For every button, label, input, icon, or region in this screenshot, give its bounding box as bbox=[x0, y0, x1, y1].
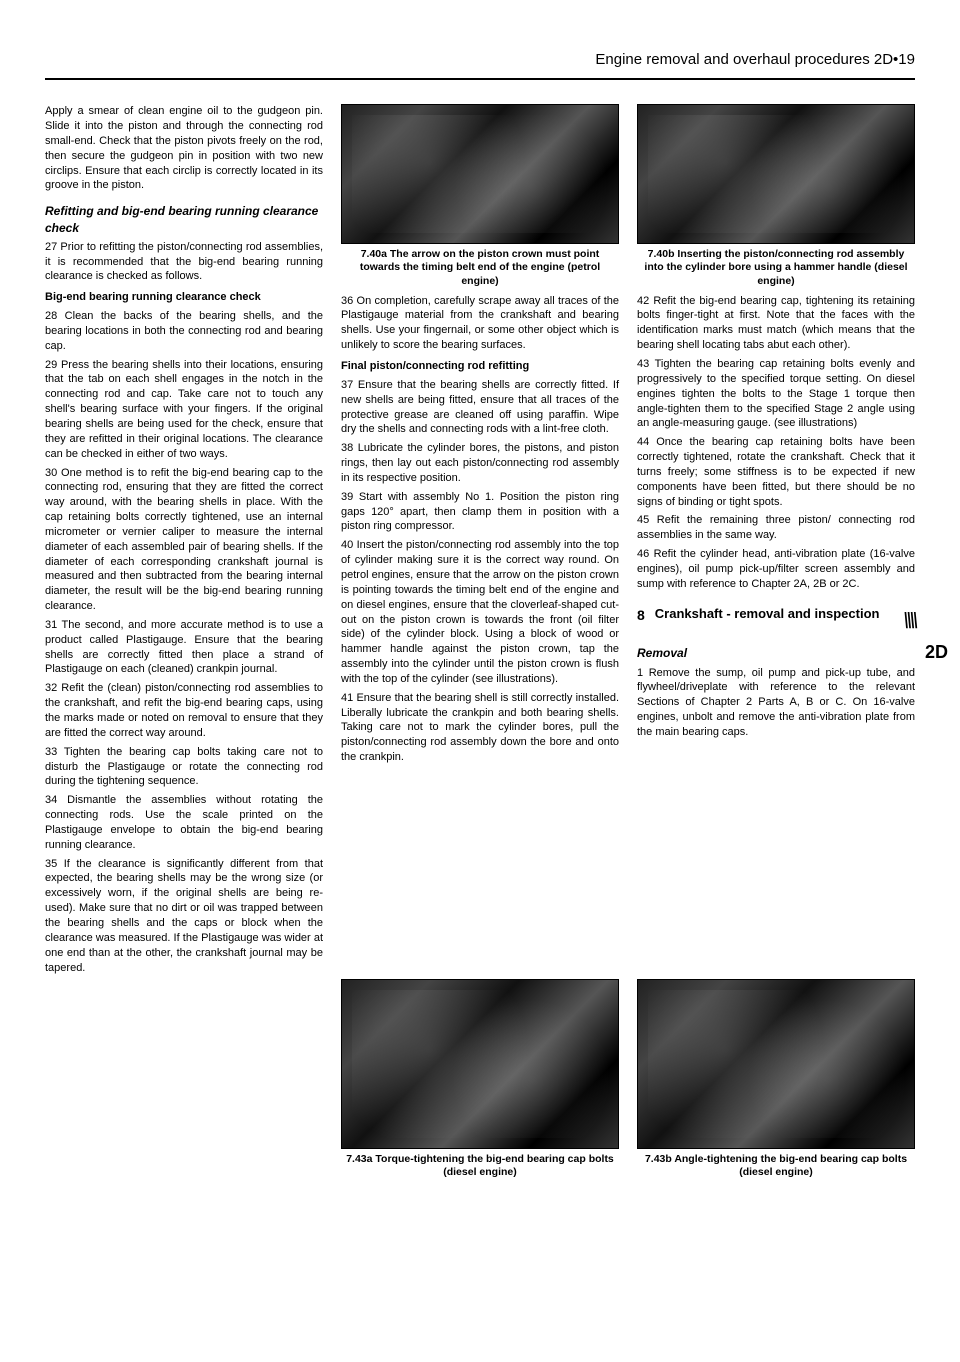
para: Apply a smear of clean engine oil to the… bbox=[45, 104, 323, 193]
main-columns: Apply a smear of clean engine oil to the… bbox=[45, 104, 915, 979]
figure-image bbox=[637, 979, 915, 1149]
figure-7-40b: 7.40b Inserting the piston/connecting ro… bbox=[637, 104, 915, 287]
figure-caption: 7.40a The arrow on the piston crown must… bbox=[341, 248, 619, 287]
section-number: 8 bbox=[637, 606, 645, 625]
para: 37 Ensure that the bearing shells are co… bbox=[341, 378, 619, 437]
para: 32 Refit the (clean) piston/connecting r… bbox=[45, 681, 323, 740]
para: 41 Ensure that the bearing shell is stil… bbox=[341, 691, 619, 765]
para: 43 Tighten the bearing cap retaining bol… bbox=[637, 357, 915, 431]
para: 38 Lubricate the cylinder bores, the pis… bbox=[341, 441, 619, 486]
bottom-fig-1: 7.43a Torque-tightening the big-end bear… bbox=[341, 979, 619, 1185]
figure-caption: 7.43b Angle-tightening the big-end beari… bbox=[637, 1153, 915, 1179]
para: 35 If the clearance is significantly dif… bbox=[45, 857, 323, 976]
side-tab: 2D bbox=[925, 640, 948, 664]
subhead-removal: Removal bbox=[637, 645, 915, 661]
figure-image bbox=[341, 979, 619, 1149]
figure-image bbox=[637, 104, 915, 244]
header-rule bbox=[45, 78, 915, 80]
para: 39 Start with assembly No 1. Position th… bbox=[341, 490, 619, 535]
column-2: 7.40a The arrow on the piston crown must… bbox=[341, 104, 619, 979]
para: 30 One method is to refit the big-end be… bbox=[45, 466, 323, 614]
para: 33 Tighten the bearing cap bolts taking … bbox=[45, 745, 323, 790]
figure-7-43a: 7.43a Torque-tightening the big-end bear… bbox=[341, 979, 619, 1179]
para: 45 Refit the remaining three piston/ con… bbox=[637, 513, 915, 543]
para: 44 Once the bearing cap retaining bolts … bbox=[637, 435, 915, 509]
bottom-spacer bbox=[45, 979, 323, 1185]
para: 29 Press the bearing shells into their l… bbox=[45, 358, 323, 462]
figure-caption: 7.43a Torque-tightening the big-end bear… bbox=[341, 1153, 619, 1179]
subhead-bigend-check: Big-end bearing running clearance check bbox=[45, 290, 323, 305]
figure-image bbox=[341, 104, 619, 244]
para: 40 Insert the piston/connecting rod asse… bbox=[341, 538, 619, 686]
column-3: 7.40b Inserting the piston/connecting ro… bbox=[637, 104, 915, 979]
para: 27 Prior to refitting the piston/connect… bbox=[45, 240, 323, 285]
para: 31 The second, and more accurate method … bbox=[45, 618, 323, 677]
bottom-row: 7.43a Torque-tightening the big-end bear… bbox=[45, 979, 915, 1185]
section-8-header: 8 Crankshaft - removal and inspection \\… bbox=[637, 606, 915, 636]
figure-7-43b: 7.43b Angle-tightening the big-end beari… bbox=[637, 979, 915, 1179]
figure-caption: 7.40b Inserting the piston/connecting ro… bbox=[637, 248, 915, 287]
bottom-fig-2: 7.43b Angle-tightening the big-end beari… bbox=[637, 979, 915, 1185]
difficulty-icon: \\\\ bbox=[900, 606, 918, 636]
para: 34 Dismantle the assemblies without rota… bbox=[45, 793, 323, 852]
page-header: Engine removal and overhaul procedures 2… bbox=[45, 50, 915, 70]
subhead-refitting: Refitting and big-end bearing running cl… bbox=[45, 203, 323, 235]
para: 36 On completion, carefully scrape away … bbox=[341, 294, 619, 353]
subhead-final-refitting: Final piston/connecting rod refitting bbox=[341, 359, 619, 374]
section-title: Crankshaft - removal and inspection bbox=[655, 606, 893, 622]
para: 42 Refit the big-end bearing cap, tighte… bbox=[637, 294, 915, 353]
para: 1 Remove the sump, oil pump and pick-up … bbox=[637, 666, 915, 740]
para: 28 Clean the backs of the bearing shells… bbox=[45, 309, 323, 354]
figure-7-40a: 7.40a The arrow on the piston crown must… bbox=[341, 104, 619, 287]
para: 46 Refit the cylinder head, anti-vibrati… bbox=[637, 547, 915, 592]
column-1: Apply a smear of clean engine oil to the… bbox=[45, 104, 323, 979]
